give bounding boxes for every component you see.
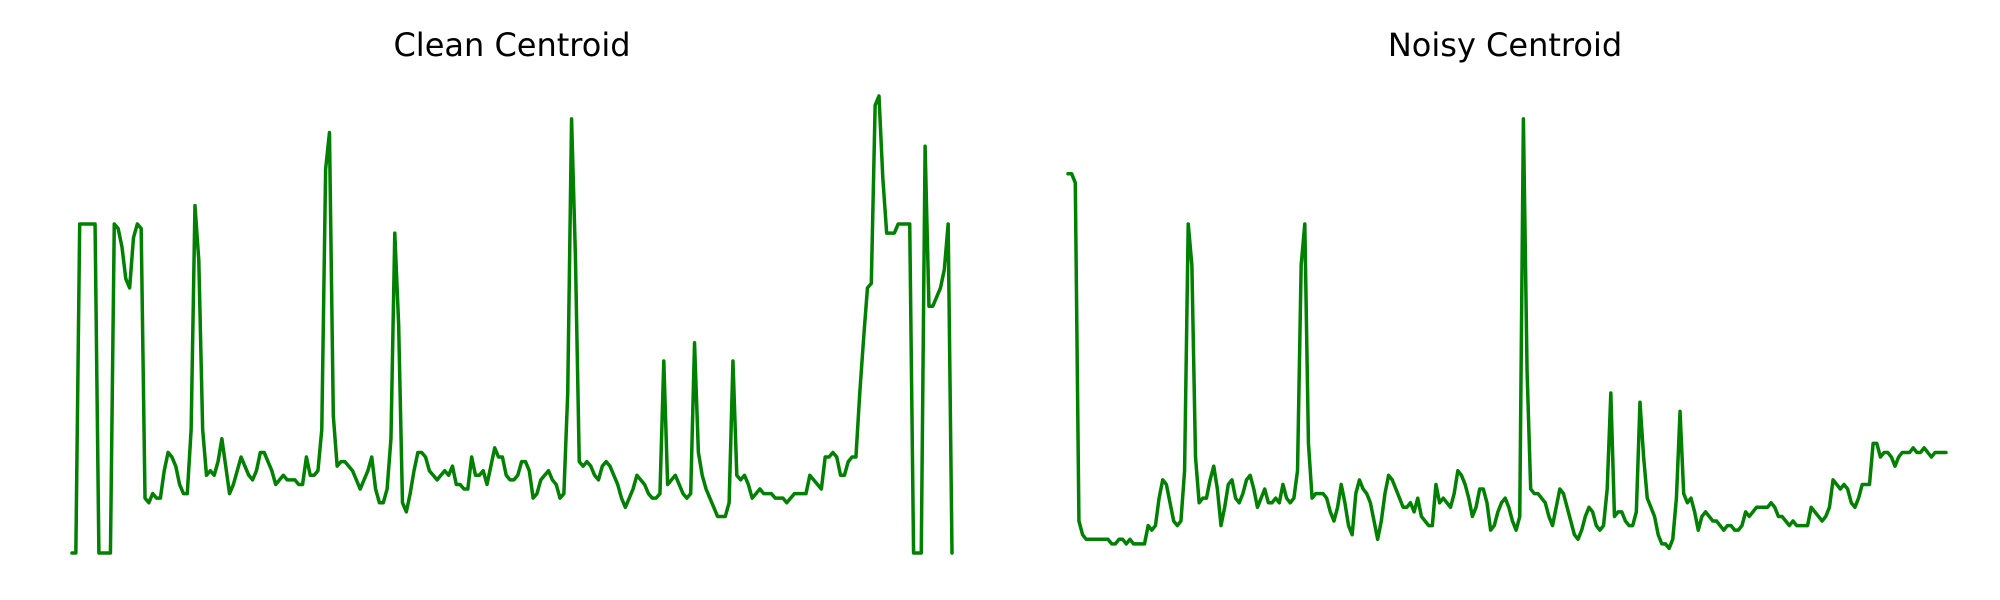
noisy-centroid-series-line xyxy=(1066,117,1948,551)
clean-centroid-panel: Clean Centroid xyxy=(70,26,954,555)
chart-title: Noisy Centroid xyxy=(1388,26,1622,64)
clean-centroid-series-line xyxy=(70,94,954,555)
noisy-centroid-panel: Noisy Centroid xyxy=(1066,26,1948,551)
chart-title: Clean Centroid xyxy=(393,26,630,64)
